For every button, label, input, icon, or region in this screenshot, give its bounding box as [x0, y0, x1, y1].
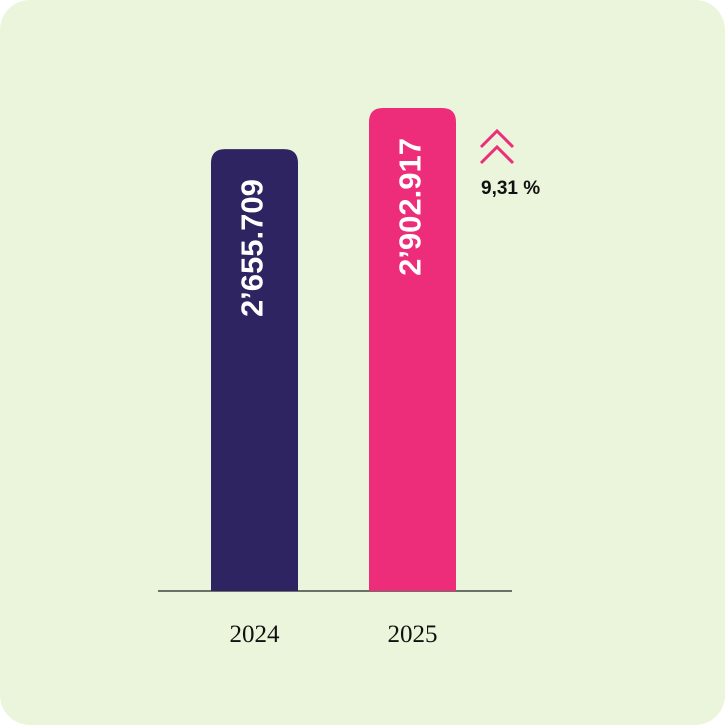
change-annotation: 9,31 % — [481, 178, 540, 199]
x-tick-label: 2025 — [388, 621, 438, 648]
x-tick-label: 2024 — [230, 621, 281, 648]
value-label: 2’655.709 — [235, 179, 270, 317]
bar — [369, 108, 456, 591]
up-chevrons — [479, 128, 515, 165]
bar — [211, 149, 298, 592]
value-label: 2’902.917 — [393, 138, 428, 276]
